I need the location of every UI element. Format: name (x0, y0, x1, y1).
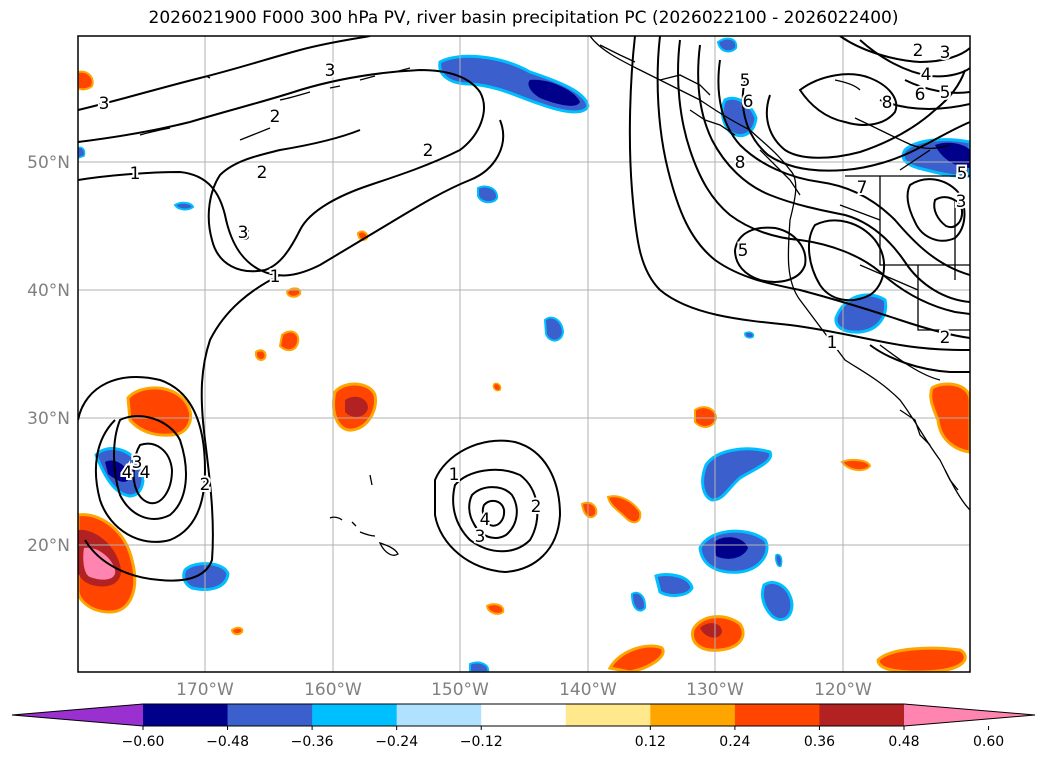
map-title: 2026021900 F000 300 hPa PV, river basin … (148, 8, 899, 28)
colorbar-tick-label: 0.36 (804, 734, 835, 750)
contour-label: 7 (857, 178, 868, 198)
plot-frame (77, 35, 971, 673)
colorbar-segment (396, 704, 482, 726)
colorbar-segment (312, 704, 398, 726)
colorbar-segment (565, 704, 651, 726)
lon-label-140w: 140°W (559, 680, 617, 700)
lon-label-150w: 150°W (431, 680, 489, 700)
contour-label: 6 (743, 92, 754, 112)
contour-label: 1 (827, 333, 838, 353)
contour-label: 6 (915, 85, 926, 105)
lon-label-160w: 160°W (304, 680, 362, 700)
lon-label-170w: 170°W (176, 680, 234, 700)
lat-label-40n: 40°N (27, 281, 70, 301)
lat-label-30n: 30°N (27, 409, 70, 429)
colorbar-extend-max (904, 704, 1035, 726)
contour-label: 3 (132, 453, 143, 473)
contour-label: 3 (956, 192, 967, 212)
contour-label: 8 (735, 153, 746, 173)
colorbar-segment (227, 704, 313, 726)
contour-label: 1 (130, 164, 141, 184)
colorbar-tick-label: 0.24 (719, 734, 750, 750)
colorbar-segment (819, 704, 905, 726)
colorbar-tick-label: 0.12 (635, 734, 666, 750)
lon-label-130w: 130°W (686, 680, 744, 700)
contour-label: 4 (921, 65, 932, 85)
colorbar-segment (734, 704, 820, 726)
colorbar-tick-label: 0.48 (888, 734, 919, 750)
lat-label-50n: 50°N (27, 153, 70, 173)
contour-label: 3 (99, 94, 110, 114)
contour-label: 4 (480, 510, 491, 530)
colorbar: −0.60 −0.48 −0.36 −0.24 −0.12 0.12 0.24 0.36 0.4… (11, 703, 1036, 750)
contour-label: 1 (449, 465, 460, 485)
contour-label: 5 (940, 83, 951, 103)
coastlines (139, 36, 970, 556)
pv-contours (78, 36, 970, 582)
contour-label: 8 (882, 93, 893, 113)
contour-label: 2 (270, 107, 281, 127)
colorbar-segment (143, 704, 229, 726)
plot-area (78, 36, 970, 672)
contour-label: 1 (270, 267, 281, 287)
contour-label: 3 (325, 61, 336, 81)
contour-label: 2 (200, 475, 211, 495)
contour-label: 2 (423, 141, 434, 161)
contour-label: 4 (122, 463, 133, 483)
contour-label: 3 (238, 223, 249, 243)
contour-label: 3 (475, 527, 486, 547)
contour-label: 3 (940, 43, 951, 63)
contour-label: 2 (531, 497, 542, 517)
colorbar-tick-label: 0.60 (973, 734, 1004, 750)
colorbar-tick-label: −0.24 (375, 734, 418, 750)
contour-label: 5 (738, 241, 749, 261)
latitude-labels: 50°N 40°N 30°N 20°N (27, 153, 70, 556)
colorbar-tick-label: −0.36 (291, 734, 334, 750)
contour-label: 2 (940, 328, 951, 348)
positive-pc-shading (78, 70, 970, 672)
colorbar-extend-min (12, 704, 143, 726)
colorbar-tick-label: −0.12 (460, 734, 503, 750)
colorbar-segment (481, 704, 567, 726)
contour-label: 5 (740, 71, 751, 91)
colorbar-segment (650, 704, 736, 726)
contour-label: 3 (240, 225, 251, 245)
colorbar-tick-label: −0.48 (206, 734, 249, 750)
colorbar-tick-label: −0.60 (122, 734, 165, 750)
contour-label: 2 (913, 41, 924, 61)
contour-label: 4 (140, 463, 151, 483)
lon-label-120w: 120°W (814, 680, 872, 700)
contour-label: 5 (957, 164, 968, 184)
lat-label-20n: 20°N (27, 536, 70, 556)
contour-label: 2 (257, 163, 268, 183)
longitude-labels: 170°W 160°W 150°W 140°W 130°W 120°W (176, 680, 872, 700)
